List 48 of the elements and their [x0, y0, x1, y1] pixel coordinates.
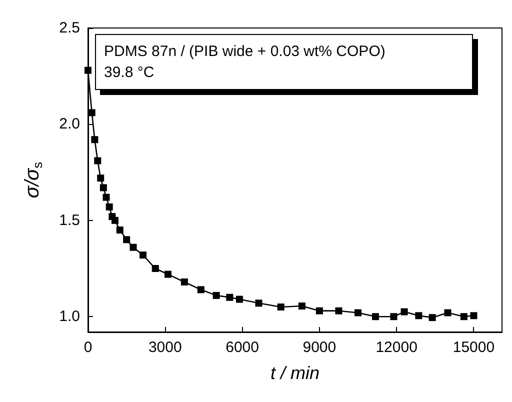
- point: [415, 312, 422, 320]
- point: [88, 109, 96, 116]
- point: [372, 313, 379, 320]
- x-tick-label: 9000: [302, 339, 336, 356]
- point: [444, 309, 452, 316]
- x-tick-label: 6000: [226, 339, 259, 356]
- point: [102, 194, 110, 201]
- point: [470, 312, 478, 320]
- point: [298, 302, 306, 310]
- point: [277, 303, 284, 310]
- y-tick-label: 2.5: [59, 20, 80, 36]
- point: [100, 184, 107, 192]
- point: [130, 244, 137, 251]
- point: [354, 309, 362, 316]
- x-tick-label: 3000: [148, 339, 182, 356]
- point: [164, 270, 172, 278]
- point: [212, 292, 220, 299]
- point: [123, 236, 130, 244]
- annotation: PDMS 87n / (PIB wide + 0.03 wt% COPO): [104, 42, 386, 62]
- x-axis-title: t / min: [270, 363, 320, 383]
- point: [400, 308, 408, 316]
- point: [226, 294, 234, 301]
- y-tick-label: 1.0: [59, 308, 80, 326]
- x-tick-label: 15000: [452, 339, 495, 356]
- point: [106, 203, 113, 210]
- y-tick-label: 2.0: [59, 116, 80, 133]
- point: [152, 265, 159, 272]
- point: [140, 252, 147, 259]
- point: [112, 216, 118, 224]
- y-tick-label: 1.5: [59, 212, 80, 229]
- point: [335, 307, 342, 314]
- point: [84, 66, 92, 74]
- point: [316, 307, 323, 314]
- point: [94, 157, 102, 164]
- point: [390, 313, 398, 320]
- point: [460, 313, 468, 320]
- point: [197, 286, 204, 294]
- x-tick-label: 12000: [376, 339, 418, 356]
- point: [116, 226, 124, 234]
- point: [91, 136, 98, 144]
- x-tick-label: 0: [84, 339, 92, 356]
- point: [255, 300, 262, 307]
- point: [236, 296, 243, 303]
- point: [180, 278, 188, 286]
- y-axis-title: σ/σs: [22, 161, 45, 198]
- annotation: 39.8 °C: [104, 63, 156, 83]
- point: [97, 174, 104, 182]
- point: [428, 314, 436, 322]
